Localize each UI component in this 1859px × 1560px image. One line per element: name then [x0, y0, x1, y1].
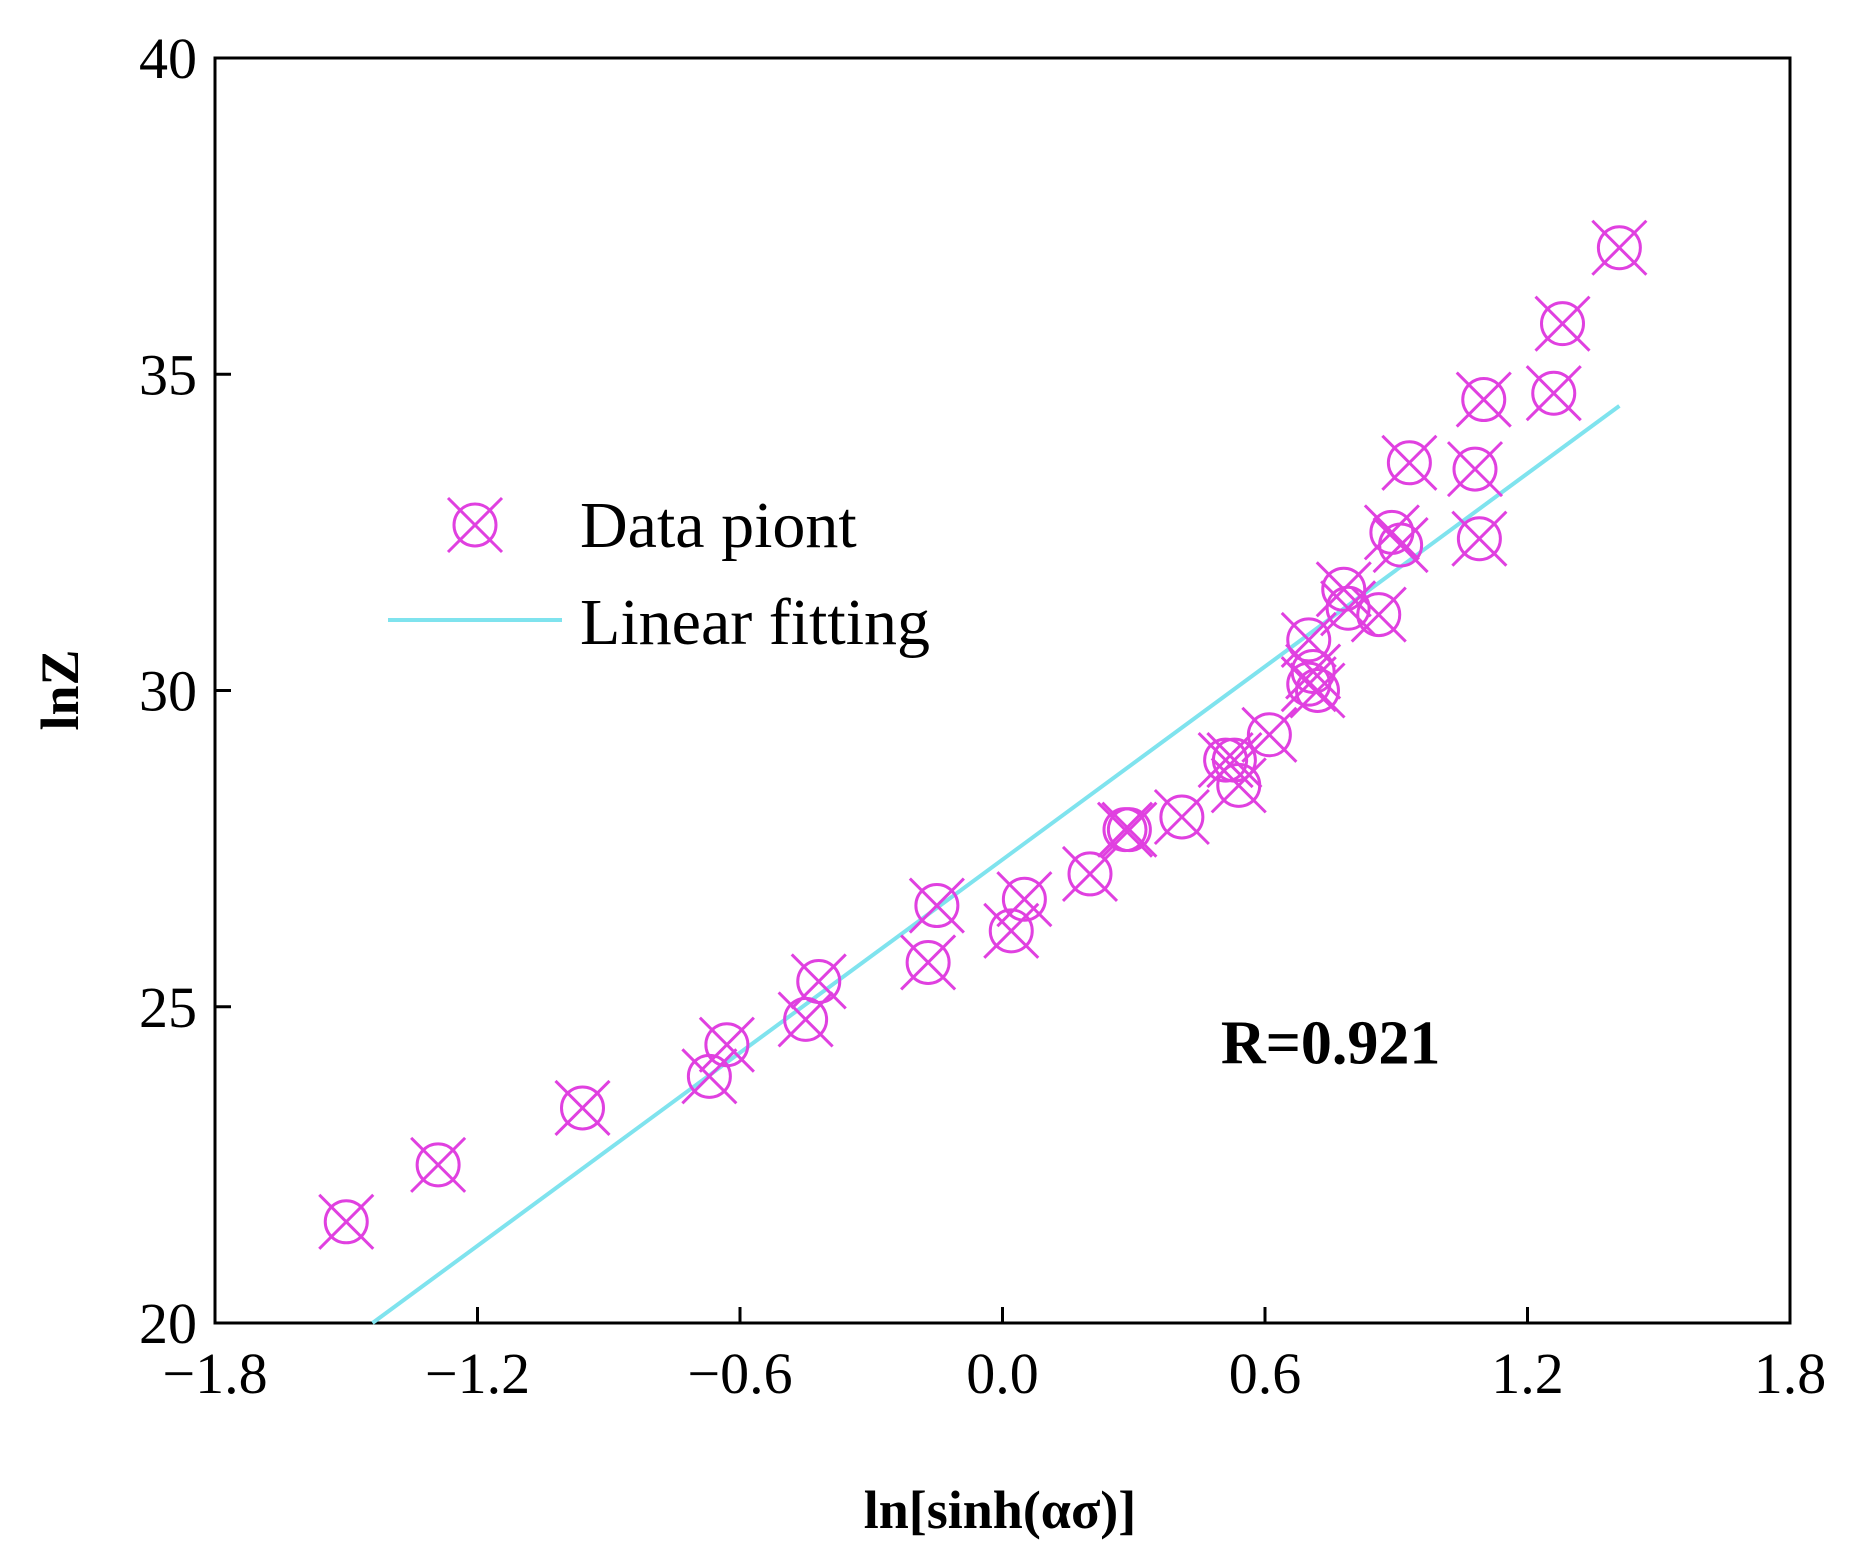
data-point — [1455, 371, 1512, 428]
data-point — [790, 953, 847, 1010]
data-point — [698, 1016, 755, 1073]
y-tick-label: 20 — [139, 1291, 197, 1356]
y-tick-label: 35 — [139, 342, 197, 407]
data-point — [983, 902, 1040, 959]
x-axis-title: ln[sinh(ασ)] — [864, 1480, 1137, 1540]
data-point — [1289, 662, 1346, 719]
x-tick-label: −1.8 — [162, 1341, 267, 1406]
legend-label-linear-fitting: Linear fitting — [580, 586, 930, 659]
data-point — [1534, 295, 1591, 352]
y-axis: 20 25 30 35 40 — [139, 26, 231, 1356]
data-point — [554, 1079, 611, 1137]
data-point — [1381, 434, 1438, 491]
data-point — [1525, 365, 1582, 422]
data-point — [410, 1136, 467, 1193]
legend-marker-symbol — [446, 496, 504, 554]
data-point — [1061, 845, 1119, 902]
plot-frame — [213, 56, 1792, 1325]
r-value-annotation: R=0.921 — [1221, 1010, 1441, 1078]
data-point — [908, 877, 965, 934]
data-point — [1372, 516, 1429, 574]
x-axis: −1.8 −1.2 −0.6 0.0 0.6 1.2 1.8 — [162, 1307, 1826, 1406]
fit-line-layer — [371, 404, 1621, 1325]
data-point — [1350, 586, 1407, 643]
data-point — [1210, 757, 1267, 814]
data-point — [900, 934, 957, 991]
data-point — [318, 1193, 375, 1250]
data-point — [1451, 510, 1508, 567]
x-tick-label: 1.8 — [1754, 1341, 1827, 1406]
data-point — [996, 871, 1053, 928]
data-point — [1363, 504, 1420, 561]
data-point — [1280, 611, 1337, 668]
x-tick-label: 0.6 — [1229, 1341, 1302, 1406]
fit-line — [371, 404, 1621, 1325]
y-tick-label: 40 — [139, 26, 197, 91]
legend: Data piont Linear fitting — [388, 489, 930, 659]
data-point — [1591, 219, 1648, 276]
data-point — [1241, 706, 1298, 763]
data-point — [1096, 801, 1154, 858]
data-point — [1101, 801, 1158, 858]
y-tick-label: 25 — [139, 975, 197, 1040]
x-tick-label: −1.2 — [425, 1341, 530, 1406]
y-tick-label: 30 — [139, 659, 197, 724]
data-point — [1153, 788, 1210, 846]
x-tick-label: 0.0 — [966, 1341, 1039, 1406]
legend-marker-data-point — [446, 496, 504, 554]
y-axis-title: lnZ — [30, 649, 90, 730]
x-tick-label: −0.6 — [687, 1341, 792, 1406]
legend-label-data-point: Data piont — [580, 489, 857, 562]
data-point — [1446, 441, 1504, 498]
x-tick-label: 1.2 — [1491, 1341, 1564, 1406]
data-points-layer — [318, 219, 1648, 1250]
